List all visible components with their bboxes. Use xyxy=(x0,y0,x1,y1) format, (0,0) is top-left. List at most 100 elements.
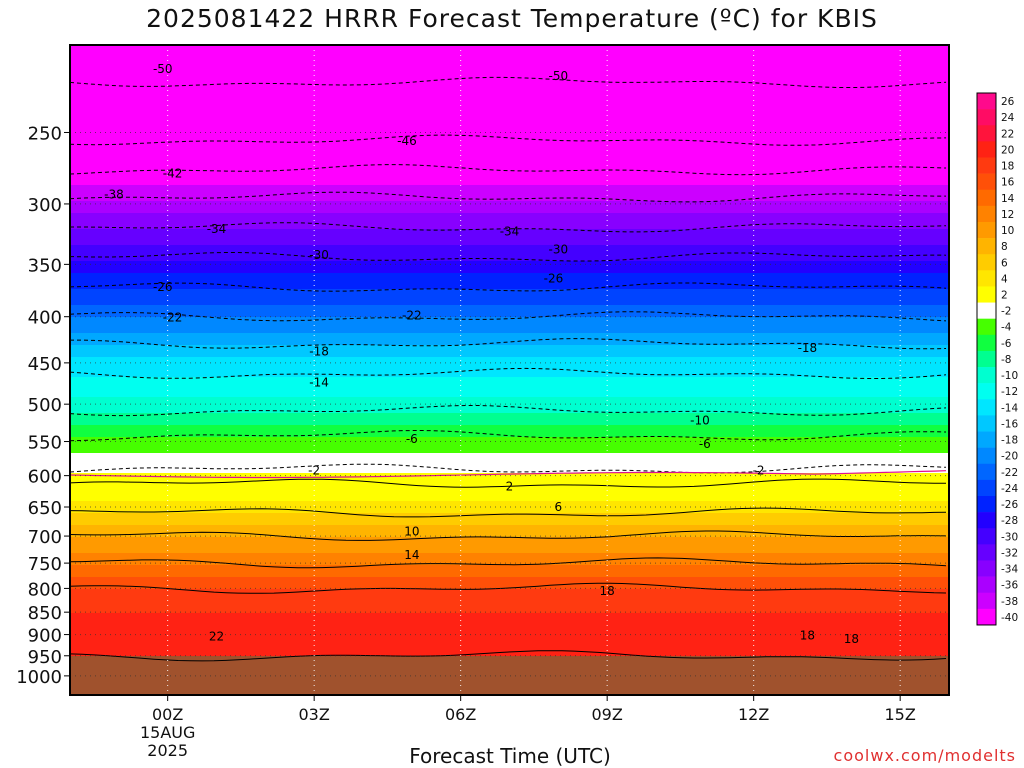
contour-label: 18 xyxy=(800,629,815,643)
colorbar-label: 12 xyxy=(1001,209,1014,221)
colorbar-swatch-12 xyxy=(977,205,996,223)
contour-label: -50 xyxy=(153,62,173,76)
temperature-band-6 xyxy=(70,261,949,274)
contour-label: 10 xyxy=(404,524,419,538)
contour-line--30 xyxy=(70,252,947,262)
contour-line--42 xyxy=(70,164,947,176)
contour-line--10 xyxy=(70,405,947,417)
colorbar-label: 20 xyxy=(1001,144,1014,156)
colorbar-swatch-8 xyxy=(977,238,996,255)
temperature-band-2 xyxy=(70,201,949,214)
colorbar: 26 24 22 20 18 16 14 12 10 8 6 4 2 -2 -4 -6 -8 -10 -12 -14 -… xyxy=(976,92,1018,626)
temperature-band-22 xyxy=(70,513,949,526)
x-tick-label: 00Z xyxy=(152,705,183,724)
colorbar-label: 8 xyxy=(1001,241,1008,253)
freezing-level-line xyxy=(70,470,947,479)
colorbar-swatch--24 xyxy=(977,479,996,497)
x-date-label-day: 15AUG xyxy=(140,723,195,742)
contour-line-22 xyxy=(70,650,947,662)
contour-line-18 xyxy=(70,582,947,594)
contour-line--50 xyxy=(70,76,947,88)
colorbar-label: 24 xyxy=(1001,112,1015,124)
colorbar-label: -20 xyxy=(1001,451,1018,463)
contour-label: -6 xyxy=(406,432,418,446)
colorbar-swatch--26 xyxy=(977,496,996,513)
temperature-band-26 xyxy=(70,565,949,578)
colorbar-label: -36 xyxy=(1001,580,1018,592)
contour-label: 6 xyxy=(555,500,563,514)
plot-frame xyxy=(69,44,950,696)
colorbar-label: -6 xyxy=(1001,338,1012,350)
x-tick-label: 03Z xyxy=(299,705,330,724)
contour-line--14 xyxy=(70,367,947,380)
colorbar-label: -18 xyxy=(1001,435,1018,447)
y-tick-label: 250 xyxy=(28,123,62,144)
contour-line-6 xyxy=(70,507,947,518)
contour-line--26 xyxy=(70,282,947,292)
contour-label: -50 xyxy=(549,69,569,83)
colorbar-label: 22 xyxy=(1001,128,1014,140)
temperature-band-23 xyxy=(70,525,949,538)
colorbar-label: -12 xyxy=(1001,386,1018,398)
colorbar-label: -10 xyxy=(1001,370,1018,382)
contour-label: -38 xyxy=(104,187,124,201)
contour-line--2 xyxy=(70,463,947,474)
temperature-band-24 xyxy=(70,537,949,554)
colorbar-label: -38 xyxy=(1001,596,1018,608)
y-tick-label: 800 xyxy=(28,579,62,600)
temperature-fill-layer xyxy=(70,45,949,695)
colorbar-swatch--28 xyxy=(977,512,996,529)
colorbar-swatch-10 xyxy=(977,221,996,239)
x-tick-label: 09Z xyxy=(592,705,623,724)
colorbar-label: 16 xyxy=(1001,177,1015,189)
temperature-band-14 xyxy=(70,377,949,398)
temperature-band-12 xyxy=(70,345,949,358)
contour-label: -34 xyxy=(500,224,520,238)
temperature-band-1 xyxy=(70,185,949,202)
colorbar-swatch-22 xyxy=(977,125,996,142)
contour-label: -26 xyxy=(153,280,173,294)
y-tick-label: 300 xyxy=(28,195,62,216)
temperature-band-5 xyxy=(70,245,949,262)
colorbar-swatch--10 xyxy=(977,367,996,384)
temperature-band-9 xyxy=(70,305,949,318)
contour-label: -6 xyxy=(699,437,711,451)
y-tick-label: 500 xyxy=(28,395,62,416)
colorbar-swatch--30 xyxy=(977,528,996,545)
colorbar-swatch--6 xyxy=(977,334,996,352)
colorbar-label: 6 xyxy=(1001,257,1008,269)
colorbar-label: 18 xyxy=(1001,161,1014,173)
colorbar-label: 10 xyxy=(1001,225,1014,237)
contour-label: -18 xyxy=(798,341,818,355)
contour-label: 18 xyxy=(844,632,859,646)
colorbar-swatch--18 xyxy=(977,431,996,448)
colorbar-swatch--36 xyxy=(977,576,996,594)
colorbar-label: -2 xyxy=(1001,306,1011,318)
colorbar-swatch-6 xyxy=(977,254,996,271)
colorbar-swatch--2 xyxy=(977,302,996,319)
ground-layer xyxy=(70,656,949,695)
contour-label: -30 xyxy=(309,248,329,262)
x-tick-label: 15Z xyxy=(885,705,916,724)
colorbar-swatch--40 xyxy=(977,608,996,626)
contour-label: -34 xyxy=(207,222,227,236)
colorbar-frame xyxy=(976,92,997,626)
y-tick-label: 450 xyxy=(28,354,62,375)
y-tick-label: 950 xyxy=(28,647,62,668)
colorbar-swatch--34 xyxy=(977,560,996,577)
contour-label: -2 xyxy=(753,464,765,478)
x-tick-label: 06Z xyxy=(445,705,476,724)
colorbar-label: 4 xyxy=(1001,273,1008,285)
colorbar-label: 14 xyxy=(1001,193,1015,205)
colorbar-swatch--38 xyxy=(977,592,996,610)
y-tick-label: 850 xyxy=(28,603,62,624)
temperature-band-0 xyxy=(70,45,949,186)
colorbar-swatch--12 xyxy=(977,383,996,400)
contour-label: -10 xyxy=(690,414,710,428)
colorbar-swatch-16 xyxy=(977,173,996,191)
colorbar-label: -34 xyxy=(1001,564,1018,576)
colorbar-swatch--20 xyxy=(977,447,996,465)
y-axis: 2503003504004505005506006507007508008509… xyxy=(16,123,70,688)
colorbar-swatch--32 xyxy=(977,544,996,561)
contour-line--6 xyxy=(70,429,947,442)
